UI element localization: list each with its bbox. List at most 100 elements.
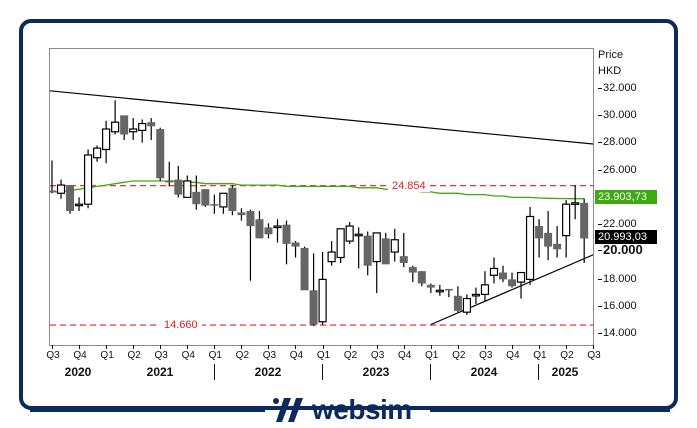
- quarter-label: Q3: [370, 350, 385, 361]
- year-label: 2025: [551, 365, 579, 379]
- candle-body-bull: [345, 225, 354, 242]
- year-label: 2023: [362, 365, 390, 379]
- quarter-label: Q4: [397, 350, 412, 361]
- quarter-label: Q4: [506, 350, 520, 361]
- candle-body-bull: [462, 297, 472, 313]
- y-tick-label: 26.000: [598, 164, 637, 176]
- candle-body-bull: [129, 128, 138, 133]
- brand-name: websim: [312, 394, 412, 425]
- y-tick-label: 22.000: [598, 218, 637, 230]
- footer: websim: [0, 392, 697, 428]
- axis-title-currency: HKD: [598, 65, 622, 77]
- candle-body-bear: [255, 219, 264, 239]
- candle-body-bull: [471, 293, 481, 297]
- candle-body-bear: [246, 211, 255, 227]
- candle-body-bear: [120, 115, 129, 135]
- plot-layer: [50, 90, 593, 326]
- candle-body-bear: [210, 204, 219, 206]
- candle-body-bear: [399, 256, 408, 263]
- year-separator: [430, 364, 431, 380]
- candle-body-bear: [381, 238, 390, 265]
- candle-body-bear: [66, 185, 75, 212]
- quarter-label: Q2: [343, 350, 358, 361]
- trendline-resistance: [50, 90, 593, 145]
- y-tick-label: 20.000: [598, 243, 643, 256]
- year-label: 2020: [64, 365, 92, 379]
- footer-divider-left: [30, 409, 265, 412]
- axis-title-price: Price: [598, 49, 624, 61]
- quarter-label: Q3: [262, 350, 277, 361]
- level-label: 24.854: [388, 179, 430, 192]
- candle-body-bull: [74, 203, 84, 207]
- y-tick-label: 28.000: [598, 136, 637, 148]
- candle-body-bear: [264, 227, 273, 235]
- candle-body-bear: [50, 190, 56, 193]
- x-tick: [187, 345, 189, 349]
- candle-body-bull: [111, 121, 120, 133]
- candle-body-bull: [83, 154, 93, 205]
- candle-body-bear: [291, 242, 300, 247]
- level-label: 14.660: [160, 319, 202, 332]
- x-tick: [295, 345, 297, 349]
- quarter-label: Q3: [46, 350, 60, 361]
- candle-body-bear: [309, 290, 318, 325]
- quarter-label: Q2: [235, 350, 250, 361]
- quarter-label: Q2: [127, 350, 141, 361]
- candle-body-bull: [183, 180, 192, 198]
- candle-body-bull: [219, 192, 228, 208]
- candle-body-bear: [553, 243, 562, 250]
- quarter-label: Q4: [181, 350, 195, 361]
- candle-body-bear: [192, 191, 201, 205]
- candle-body-bear: [156, 129, 165, 179]
- candle-body-bull: [480, 284, 490, 296]
- candle-body-bear: [417, 271, 426, 284]
- x-tick: [52, 345, 53, 349]
- quarter-label: Q1: [316, 350, 331, 361]
- candle-body-bear: [408, 267, 417, 273]
- candle-body-bear: [147, 122, 156, 127]
- candle-body-bear: [444, 288, 453, 291]
- quarter-label: Q4: [289, 350, 304, 361]
- x-tick: [403, 345, 405, 349]
- x-tick: [430, 345, 432, 349]
- candle-body-bear: [426, 284, 435, 288]
- candle-body-bull: [336, 228, 345, 259]
- quarter-label: Q3: [479, 350, 493, 361]
- brand-logo: websim: [272, 392, 412, 428]
- x-tick: [538, 345, 540, 349]
- candle-body-bull: [372, 232, 381, 263]
- year-separator: [322, 364, 323, 380]
- year-separator: [214, 364, 215, 380]
- candle-body-bear: [228, 187, 237, 212]
- websim-logo-icon: [273, 398, 303, 422]
- quarter-label: Q4: [73, 350, 87, 361]
- candle-body-bear: [363, 235, 372, 266]
- x-tick: [322, 345, 324, 349]
- moving-average-line: [50, 180, 585, 200]
- quarter-label: Q2: [452, 350, 466, 361]
- candle-body-bear: [201, 189, 210, 206]
- year-label: 2022: [254, 365, 282, 379]
- candle-body-bear: [535, 226, 544, 239]
- y-tick-label: 30.000: [598, 109, 637, 121]
- candle-body-bull: [318, 278, 327, 323]
- year-label: 2021: [146, 365, 174, 379]
- candle-body-bull: [489, 267, 499, 276]
- quarter-label: Q3: [154, 350, 168, 361]
- candle-body-bear: [165, 180, 174, 183]
- candle-body-bull: [273, 225, 282, 229]
- candle-body-bear: [499, 272, 507, 280]
- x-tick: [376, 345, 378, 349]
- y-tick-label: 18.000: [598, 273, 637, 285]
- candle-body-bull: [102, 128, 111, 151]
- candle-body-bear: [237, 212, 246, 216]
- quarter-label: Q1: [100, 350, 114, 361]
- last-price-badge: 20.993,03: [595, 230, 657, 244]
- candle-body-bear: [580, 202, 589, 239]
- candle-body-bull: [138, 122, 147, 131]
- candle-body-bull: [571, 202, 580, 205]
- y-tick-label: 16.000: [598, 300, 637, 312]
- quarter-label: Q2: [560, 350, 574, 361]
- x-tick: [349, 345, 351, 349]
